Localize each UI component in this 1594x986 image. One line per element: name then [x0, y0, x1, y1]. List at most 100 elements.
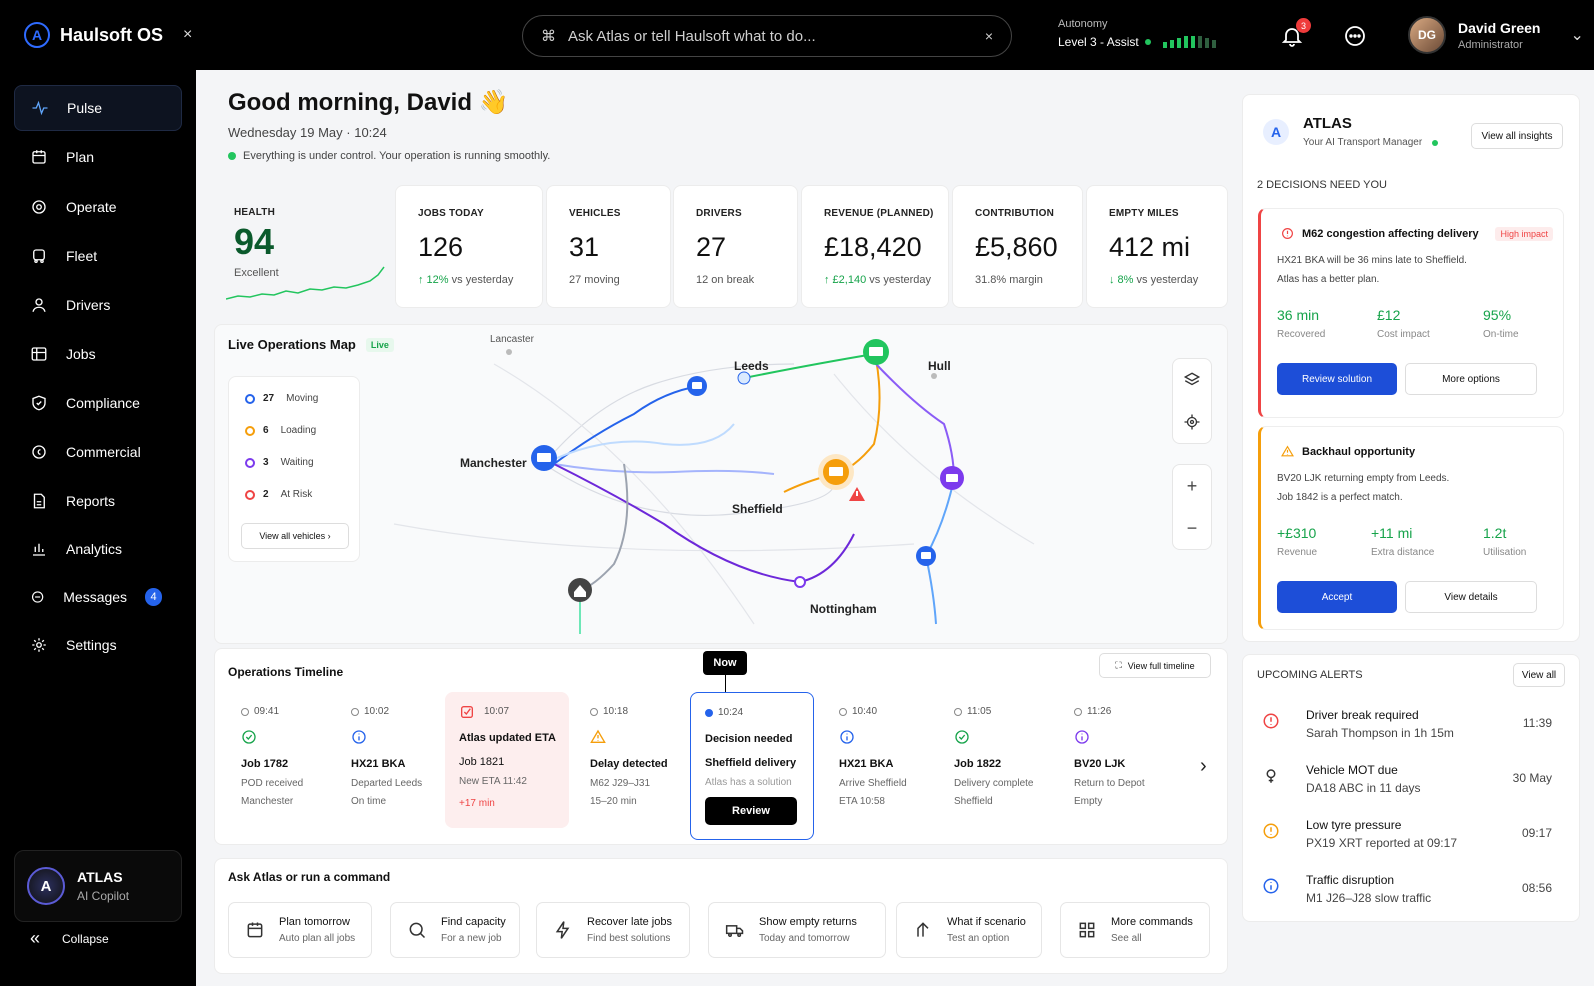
sidebar-item-compliance[interactable]: Compliance: [14, 380, 182, 426]
event-title: Job 1822: [954, 758, 1002, 770]
chevron-right-icon[interactable]: ›: [1200, 755, 1207, 777]
depot-home-icon[interactable]: [568, 578, 592, 602]
event-subtitle: Job 1821: [459, 756, 505, 768]
accept-button[interactable]: Accept: [1277, 581, 1397, 613]
truck-marker-orange[interactable]: [818, 454, 854, 490]
sidebar-item-messages[interactable]: Messages 4: [14, 574, 182, 620]
command-recover-late-jobs[interactable]: Recover late jobs Find best solutions: [536, 902, 690, 958]
sidebar-item-fleet[interactable]: Fleet: [14, 233, 182, 279]
legend-at-risk: 2 At Risk: [245, 489, 312, 500]
timeline-event[interactable]: 10:18 Delay detected M62 J29–J31 15–20 min: [576, 692, 690, 828]
sidebar-item-jobs[interactable]: Jobs: [14, 331, 182, 377]
more-options-button[interactable]: More options: [1405, 363, 1537, 395]
kpi-jobs[interactable]: JOBS TODAY 126 ↑ 12% vs yesterday: [395, 185, 543, 308]
truck-marker-leeds[interactable]: [687, 376, 707, 396]
alert-detail: Sarah Thompson in 1h 15m: [1306, 726, 1454, 740]
user-menu[interactable]: DG David Green Administrator ⌄: [1408, 16, 1584, 54]
clear-icon[interactable]: ×: [984, 28, 993, 44]
nottingham-dot: [794, 576, 806, 588]
pulse-icon: [32, 100, 48, 116]
event-subtitle: M62 J29–J31: [590, 778, 651, 789]
view-all-alerts-button[interactable]: View all: [1513, 663, 1565, 687]
chevron-down-icon[interactable]: ⌄: [1570, 27, 1584, 44]
layers-icon[interactable]: [1183, 371, 1201, 389]
metric-label: On-time: [1483, 329, 1519, 340]
clock-icon: [705, 708, 713, 717]
sidebar-item-pulse[interactable]: Pulse: [14, 85, 182, 131]
timeline-event[interactable]: 11:26 BV20 LJK Return to Depot Empty: [1060, 692, 1174, 828]
kpi-value: 31: [569, 232, 600, 262]
autonomy-indicator[interactable]: Autonomy Level 3 - Assist: [1058, 18, 1216, 49]
decision-card-backhaul[interactable]: Backhaul opportunity BV20 LJK returning …: [1258, 426, 1564, 630]
chat-icon[interactable]: [1343, 24, 1367, 48]
truck-marker-purple[interactable]: [940, 466, 964, 490]
sidebar-item-plan[interactable]: Plan: [14, 134, 182, 180]
command-find-capacity[interactable]: Find capacity For a new job: [390, 902, 520, 958]
zoom-in-button[interactable]: +: [1186, 475, 1198, 496]
timeline-event[interactable]: 10:24 Decision needed Sheffield delivery At…: [690, 692, 814, 840]
alert-item[interactable]: Vehicle MOT due DA18 ABC in 11 days 30 May: [1262, 759, 1552, 809]
alert-title: Traffic disruption: [1306, 873, 1395, 887]
event-subtitle: Sheffield delivery: [705, 757, 797, 769]
decision-card-congestion[interactable]: M62 congestion affecting delivery High i…: [1258, 208, 1564, 418]
live-badge: Live: [365, 337, 394, 352]
bell-icon[interactable]: [1280, 24, 1304, 48]
kpi-delta: ↓ 8%: [1109, 274, 1134, 286]
map-title: Live Operations Map: [228, 337, 356, 352]
sidebar-item-reports[interactable]: Reports: [14, 478, 182, 524]
kpi-vehicles[interactable]: VEHICLES 31 27 moving: [546, 185, 671, 308]
kpi-label: REVENUE (PLANNED): [824, 208, 934, 219]
kpi-health[interactable]: HEALTH 94 Excellent: [212, 185, 390, 308]
kpi-drivers[interactable]: DRIVERS 27 12 on break: [673, 185, 798, 308]
messages-count-badge: 4: [145, 588, 162, 606]
truck-marker-manchester[interactable]: [531, 445, 557, 471]
event-time: 11:26: [1087, 706, 1112, 717]
alert-item[interactable]: Low tyre pressure PX19 XRT reported at 09…: [1262, 814, 1552, 864]
zoom-out-button[interactable]: −: [1186, 517, 1198, 538]
metric-value: +£310: [1277, 525, 1317, 541]
review-solution-button[interactable]: Review solution: [1277, 363, 1397, 395]
sidebar-item-commercial[interactable]: Commercial: [14, 429, 182, 475]
sidebar-item-operate[interactable]: Operate: [14, 184, 182, 230]
legend-moving: 27 Moving: [245, 393, 318, 404]
alert-item[interactable]: Driver break required Sarah Thompson in 1…: [1262, 704, 1552, 754]
atlas-copilot-card[interactable]: A ATLAS AI Copilot: [14, 850, 182, 922]
command-show-empty-returns[interactable]: Show empty returns Today and tomorrow: [708, 902, 886, 958]
command-what-if-scenario[interactable]: What if scenario Test an option: [896, 902, 1042, 958]
timeline-event[interactable]: 11:05 Job 1822 Delivery complete Sheffield: [940, 692, 1054, 828]
collapse-button[interactable]: « Collapse: [30, 928, 109, 949]
command-input[interactable]: Ask Atlas or tell Haulsoft what to do...: [568, 27, 816, 45]
view-all-insights-button[interactable]: View all insights: [1471, 123, 1563, 149]
event-time: 10:40: [852, 706, 878, 717]
event-time: 10:07: [484, 706, 510, 717]
close-icon[interactable]: ×: [183, 26, 193, 43]
person-icon: [32, 298, 46, 312]
timeline-event[interactable]: 10:40 HX21 BKA Arrive Sheffield ETA 10:58: [825, 692, 939, 828]
view-details-button[interactable]: View details: [1405, 581, 1537, 613]
sidebar-item-settings[interactable]: Settings: [14, 622, 182, 668]
kpi-contribution[interactable]: CONTRIBUTION £5,860 31.8% margin: [952, 185, 1083, 308]
live-operations-map[interactable]: [214, 324, 1228, 644]
locate-icon[interactable]: [1183, 413, 1201, 431]
sidebar-item-analytics[interactable]: Analytics: [14, 526, 182, 572]
truck-marker-green[interactable]: [863, 339, 889, 365]
truck-marker-blue-south[interactable]: [916, 546, 936, 566]
kpi-value: 126: [418, 232, 464, 262]
sidebar-item-drivers[interactable]: Drivers: [14, 282, 182, 328]
timeline-event[interactable]: 10:02 HX21 BKA Departed Leeds On time: [337, 692, 451, 828]
map-canvas[interactable]: [214, 324, 1228, 644]
command-bar[interactable]: ⌘ Ask Atlas or tell Haulsoft what to do.…: [522, 15, 1012, 57]
command-plan-tomorrow[interactable]: Plan tomorrow Auto plan all jobs: [228, 902, 372, 958]
timeline-event[interactable]: 09:41 Job 1782 POD received Manchester: [227, 692, 341, 828]
view-full-timeline-button[interactable]: ⛶ View full timeline: [1099, 653, 1211, 678]
kpi-revenue[interactable]: REVENUE (PLANNED) £18,420 ↑ £2,140 vs ye…: [801, 185, 949, 308]
kpi-empty-miles[interactable]: EMPTY MILES 412 mi ↓ 8% vs yesterday: [1086, 185, 1228, 308]
clock-icon: [590, 707, 598, 716]
view-all-vehicles-button[interactable]: View all vehicles ›: [241, 523, 349, 549]
gear-icon: [32, 638, 46, 652]
command-more-commands[interactable]: More commands See all: [1060, 902, 1210, 958]
review-button[interactable]: Review: [705, 797, 797, 825]
timeline-event[interactable]: 10:07 Atlas updated ETA Job 1821 New ETA 11…: [445, 692, 569, 828]
alert-item[interactable]: Traffic disruption M1 J26–J28 slow traffi…: [1262, 869, 1552, 919]
warning-icon[interactable]: [849, 487, 865, 501]
